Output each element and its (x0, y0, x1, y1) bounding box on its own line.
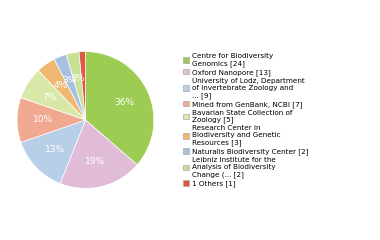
Text: 4%: 4% (54, 81, 68, 90)
Wedge shape (21, 120, 86, 184)
Wedge shape (54, 54, 86, 120)
Legend: Centre for Biodiversity
Genomics [24], Oxford Nanopore [13], University of Lodz,: Centre for Biodiversity Genomics [24], O… (183, 53, 308, 187)
Text: 3%: 3% (63, 76, 77, 85)
Text: 10%: 10% (33, 115, 53, 125)
Text: 36%: 36% (114, 98, 134, 107)
Text: 7%: 7% (43, 93, 57, 102)
Wedge shape (60, 120, 137, 188)
Text: 19%: 19% (86, 157, 106, 166)
Wedge shape (66, 52, 86, 120)
Wedge shape (17, 98, 85, 142)
Text: 3%: 3% (70, 74, 85, 83)
Text: 13%: 13% (45, 145, 65, 154)
Wedge shape (86, 52, 154, 165)
Wedge shape (79, 52, 86, 120)
Wedge shape (38, 59, 86, 120)
Wedge shape (21, 71, 86, 120)
